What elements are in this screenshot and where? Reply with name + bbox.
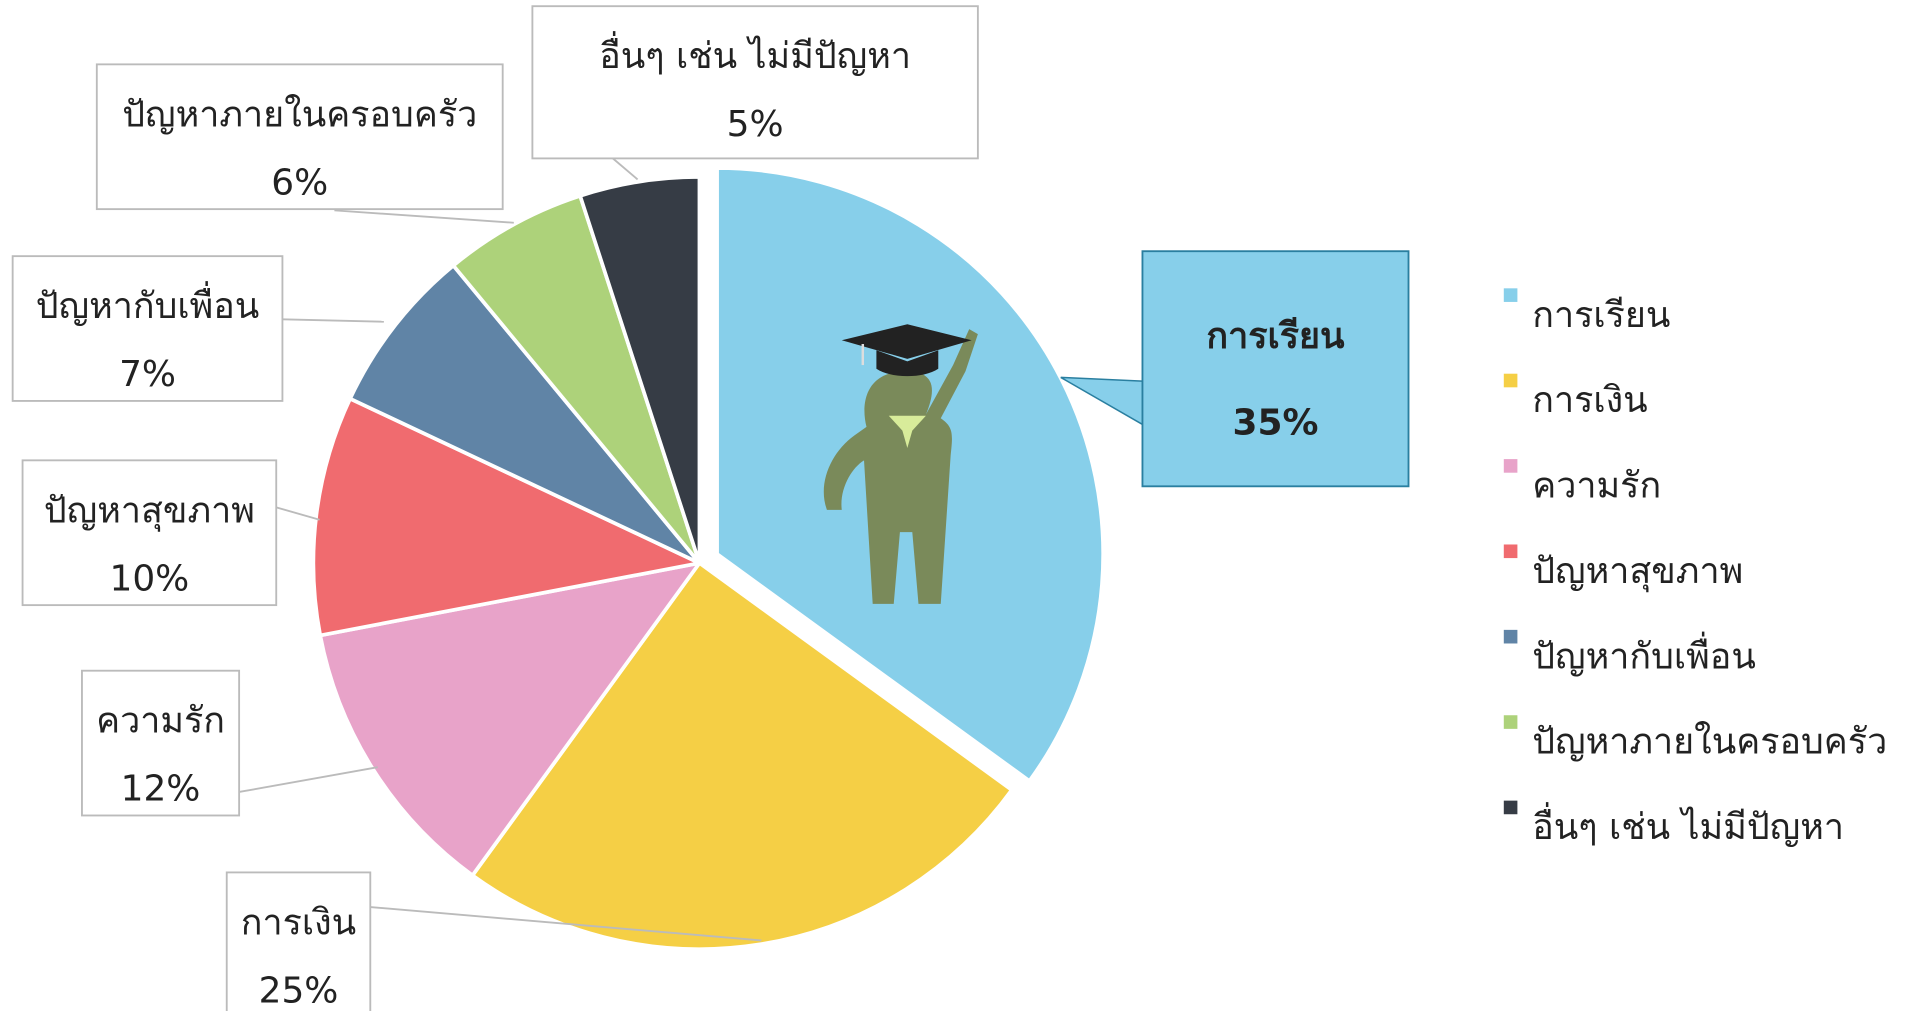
leader-line — [276, 507, 319, 519]
label-value: 25% — [259, 970, 339, 1011]
legend-label: การเงิน — [1532, 380, 1647, 421]
label-value: 10% — [110, 558, 190, 599]
legend-swatch — [1504, 715, 1518, 729]
legend-swatch — [1504, 288, 1518, 302]
pie — [313, 168, 1103, 949]
legend-swatch — [1504, 544, 1518, 558]
legend-swatch — [1504, 374, 1518, 388]
legend-swatch — [1504, 459, 1518, 473]
label-category: ความรัก — [96, 701, 225, 742]
legend-swatch — [1504, 801, 1518, 815]
chart: การเรียน 35% การเงิน 25% ความรัก 12% ปัญหาสุขภ… — [0, 0, 1931, 1011]
label-value: 35% — [1233, 402, 1319, 443]
legend-swatch — [1504, 630, 1518, 644]
label-category: ปัญหากับเพื่อน — [36, 281, 260, 327]
label-value: 6% — [271, 162, 328, 203]
legend-label: การเรียน — [1532, 295, 1670, 336]
label-category: การเงิน — [241, 902, 356, 943]
label-value: 5% — [727, 104, 784, 145]
label-value: 12% — [121, 769, 201, 810]
leader-line — [613, 158, 638, 179]
leader-line — [334, 210, 513, 222]
legend-label: ปัญหาสุขภาพ — [1532, 551, 1743, 592]
leader-line — [239, 767, 378, 792]
label-box — [1142, 251, 1408, 486]
label-category: การเรียน — [1206, 316, 1345, 357]
label-category: ปัญหาภายในครอบครัว — [122, 93, 477, 135]
label-category: อื่นๆ เช่น ไม่มีปัญหา — [599, 31, 911, 77]
leader-line — [282, 319, 383, 321]
legend: การเรียนการเงินความรักปัญหาสุขภาพปัญหากั… — [1504, 288, 1887, 848]
label-category: ปัญหาสุขภาพ — [44, 490, 255, 531]
legend-label: ปัญหากับเพื่อน — [1532, 631, 1756, 677]
legend-label: อื่นๆ เช่น ไม่มีปัญหา — [1532, 802, 1844, 848]
legend-label: ความรัก — [1532, 466, 1661, 507]
label-value: 7% — [119, 354, 176, 395]
legend-label: ปัญหาภายในครอบครัว — [1532, 721, 1887, 763]
